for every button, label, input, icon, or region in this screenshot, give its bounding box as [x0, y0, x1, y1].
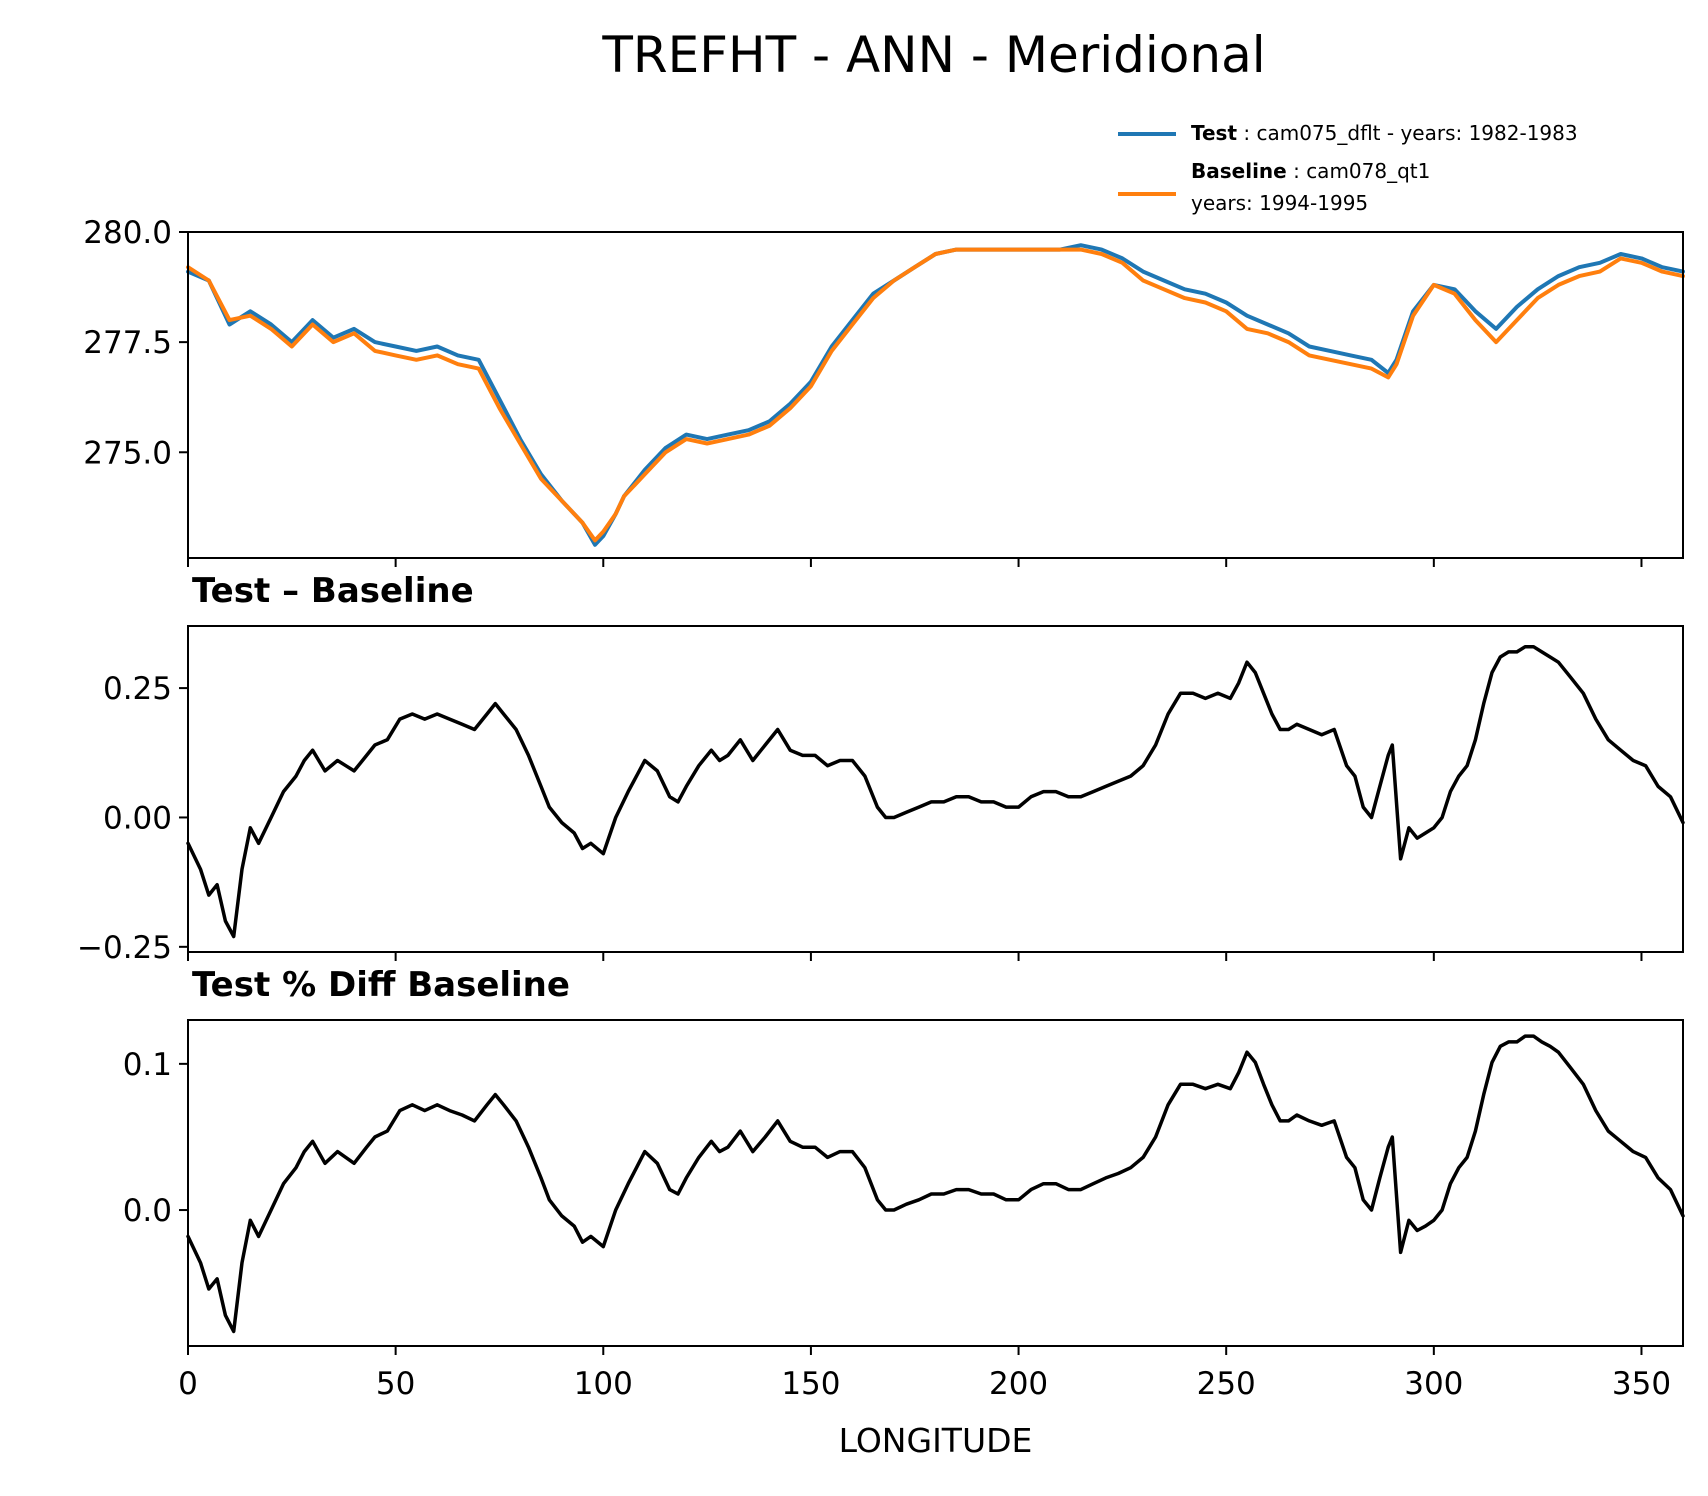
- y-tick-label: 0.25: [103, 671, 172, 707]
- series-line-baseline: [186, 247, 1685, 543]
- legend-entry-name: Test: [1191, 121, 1237, 145]
- x-tick-label: 0: [178, 1366, 198, 1402]
- x-tick-label: 300: [1404, 1366, 1463, 1402]
- series-line-diff: [186, 1034, 1685, 1334]
- chart-panels: 275.0 277.5 280.0 Test : cam075_dflt - year…: [77, 121, 1685, 1460]
- panel-title: Test % Diff Baseline: [192, 965, 570, 1005]
- axes-frame: [187, 231, 1684, 559]
- y-tick-label: 0.0: [123, 1193, 172, 1229]
- legend-entry-name: Baseline: [1191, 159, 1287, 183]
- legend-entry: Baseline : cam078_qt1: [1191, 159, 1430, 183]
- x-tick-label: 150: [781, 1366, 840, 1402]
- axes-frame: [187, 625, 1684, 953]
- panel-top: 275.0 277.5 280.0 Test : cam075_dflt - year…: [83, 121, 1685, 567]
- x-tick-label: 200: [989, 1366, 1048, 1402]
- y-tick-label: 0.00: [103, 800, 172, 836]
- series-line-test: [186, 243, 1685, 547]
- figure-title: TREFHT - ANN - Meridional: [601, 26, 1265, 84]
- y-tick-label: 280.0: [83, 215, 172, 251]
- x-tick-label: 50: [376, 1366, 415, 1402]
- y-tick-label: 275.0: [83, 435, 172, 471]
- axes-frame: [187, 1019, 1684, 1347]
- legend-entry: Test : cam075_dflt - years: 1982-1983: [1191, 121, 1578, 145]
- x-tick-label: 100: [574, 1366, 633, 1402]
- y-tick-label: −0.25: [77, 930, 172, 966]
- legend-entry-detail: years: 1994-1995: [1191, 191, 1368, 215]
- legend-entry-detail: : cam075_dflt - years: 1982-1983: [1237, 121, 1578, 145]
- y-tick-label: 277.5: [83, 325, 172, 361]
- panel-middle: Test – Baseline −0.25 0.00 0.25: [77, 571, 1685, 966]
- x-tick-label: 250: [1197, 1366, 1256, 1402]
- x-axis-label: LONGITUDE: [839, 1421, 1033, 1460]
- legend-entry-detail: : cam078_qt1: [1287, 159, 1431, 183]
- panel-bottom: Test % Diff Baseline 0.0 0.1 0 50 100 150 200 25…: [123, 965, 1685, 1460]
- y-tick-label: 0.1: [123, 1047, 172, 1083]
- x-tick-label: 350: [1612, 1366, 1671, 1402]
- panel-title: Test – Baseline: [192, 571, 474, 611]
- legend: Test : cam075_dflt - years: 1982-1983 Bas…: [1118, 121, 1578, 215]
- series-line-diff: [186, 644, 1685, 939]
